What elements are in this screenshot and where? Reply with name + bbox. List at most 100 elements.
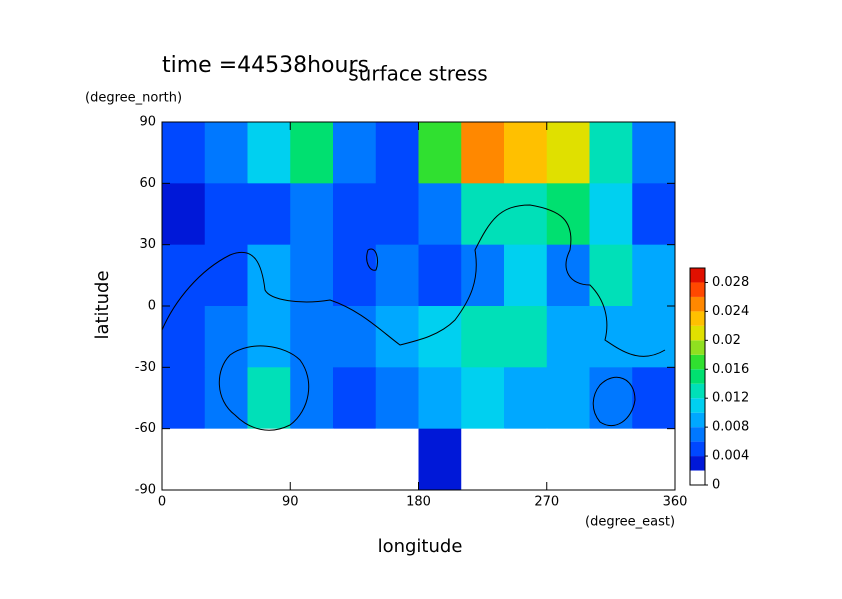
- colorbar-band: [690, 412, 705, 428]
- field-cell: [333, 244, 377, 307]
- field-cell: [162, 122, 206, 184]
- axes: 0 90 180 270 360 -90 -60 -30 0 30 60 90 0 0.004 0.008 0…: [135, 115, 749, 510]
- x-axis-label: longitude: [378, 536, 463, 557]
- y-tick-label: -60: [135, 421, 156, 436]
- y-tick-label: 90: [139, 115, 156, 130]
- colorbar-tick-label: 0.024: [712, 304, 749, 319]
- field-cell: [375, 428, 419, 491]
- field-cell: [375, 122, 419, 184]
- chart-title: surface stress: [348, 62, 487, 86]
- field-cell: [461, 244, 505, 307]
- field-cell: [418, 183, 462, 246]
- field-cell: [632, 367, 676, 430]
- colorbar-band: [690, 311, 705, 326]
- field-cell: [333, 183, 377, 246]
- field-cell: [290, 306, 334, 368]
- field-cell: [333, 428, 377, 491]
- field-cell: [418, 122, 462, 184]
- field-cell: [247, 183, 291, 246]
- field-cell: [290, 244, 334, 307]
- field-cell: [632, 306, 676, 368]
- field-cell: [589, 367, 633, 430]
- field-cell: [589, 306, 633, 368]
- colorbar-frame: [689, 267, 706, 486]
- colorbar-band: [690, 398, 705, 413]
- annotation: time =44538hours: [162, 53, 369, 78]
- field-cell: [290, 122, 334, 184]
- colorbar-tick-label: 0.028: [712, 275, 749, 290]
- field-cell: [333, 367, 377, 430]
- field-cell: [375, 367, 419, 430]
- x-tick-label: 360: [663, 495, 688, 510]
- colorbar-band: [690, 441, 705, 457]
- field-cell: [204, 367, 248, 430]
- field-cell: [589, 244, 633, 307]
- field-cell: [204, 122, 248, 184]
- y-tick-label: 30: [139, 237, 156, 252]
- field-cell: [546, 367, 590, 430]
- colorbar-tick-label: 0.004: [712, 449, 749, 464]
- field-cell: [418, 244, 462, 307]
- field-cell: [204, 428, 248, 491]
- colorbar-band: [690, 383, 705, 399]
- y-tick-label: -30: [135, 360, 156, 375]
- colorbar-tick-label: 0.016: [712, 362, 749, 377]
- field-cell: [461, 306, 505, 368]
- colorbar-tick-label: 0.02: [712, 333, 741, 348]
- field-cell: [204, 306, 248, 368]
- field-cell: [162, 244, 206, 307]
- field-cell: [632, 183, 676, 246]
- colorbar-band: [690, 282, 705, 297]
- field-cell: [333, 122, 377, 184]
- x-tick-label: 180: [406, 495, 431, 510]
- field-cell: [204, 244, 248, 307]
- field-cell: [504, 244, 548, 307]
- field: [162, 122, 676, 491]
- field-cell: [504, 306, 548, 368]
- field-cell: [546, 306, 590, 368]
- x-tick-label: 270: [534, 495, 559, 510]
- field-cell: [418, 367, 462, 430]
- field-cell: [247, 244, 291, 307]
- colorbar-band: [690, 268, 705, 283]
- field-cell: [418, 306, 462, 368]
- field-cell: [375, 183, 419, 246]
- colorbar-band: [690, 369, 705, 384]
- field-cell: [290, 428, 334, 491]
- field-cell: [162, 428, 206, 491]
- colorbar-band: [690, 470, 705, 485]
- colorbar-band: [690, 325, 705, 341]
- field-cell: [504, 183, 548, 246]
- field-cell: [504, 367, 548, 430]
- field-cell: [461, 428, 505, 491]
- field-cell: [204, 183, 248, 246]
- field-cell: [247, 306, 291, 368]
- y-axis-label: latitude: [92, 270, 113, 339]
- field-cell: [247, 367, 291, 430]
- y-unit: (degree_north): [85, 91, 182, 106]
- colorbar-tick-label: 0.008: [712, 420, 749, 435]
- colorbar-tick-label: 0.012: [712, 391, 749, 406]
- field-cell: [589, 428, 633, 491]
- field-cell: [162, 306, 206, 368]
- colorbar-band: [690, 340, 705, 355]
- field-cell: [546, 428, 590, 491]
- field-cell: [418, 428, 462, 491]
- field-cell: [162, 367, 206, 430]
- field-cell: [546, 183, 590, 246]
- field-cell: [504, 428, 548, 491]
- x-tick-label: 90: [282, 495, 299, 510]
- field-cell: [589, 183, 633, 246]
- field-cell: [546, 122, 590, 184]
- x-tick-label: 0: [158, 495, 166, 510]
- field-cell: [504, 122, 548, 184]
- colorbar-band: [690, 427, 705, 442]
- colorbar-band: [690, 296, 705, 312]
- field-cell: [589, 122, 633, 184]
- field-cell: [247, 122, 291, 184]
- x-unit: (degree_east): [585, 515, 675, 530]
- field-cell: [290, 367, 334, 430]
- field-cell: [632, 244, 676, 307]
